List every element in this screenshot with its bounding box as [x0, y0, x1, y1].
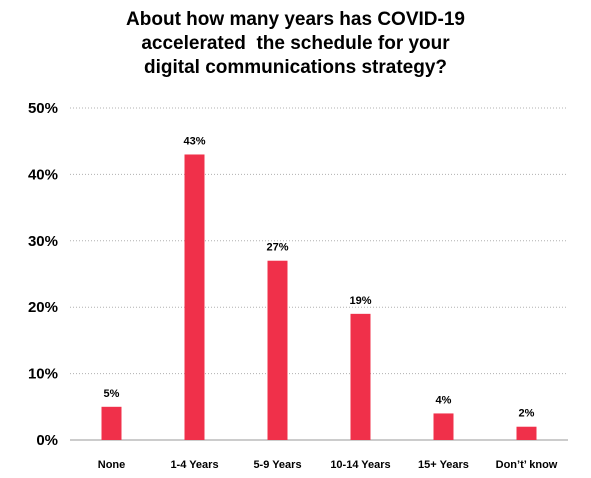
x-tick-label-5: Don’t’ know	[496, 459, 558, 471]
y-tick-label-50: 50%	[28, 100, 58, 117]
chart-title-line-2: accelerated the schedule for your	[141, 33, 450, 54]
x-tick-label-1: 1-4 Years	[170, 459, 218, 471]
y-tick-label-0: 0%	[36, 432, 58, 449]
y-tick-label-40: 40%	[28, 166, 58, 183]
data-label-4: 4%	[436, 394, 452, 406]
y-tick-label-10: 10%	[28, 366, 58, 383]
bar-3	[350, 313, 371, 440]
x-tick-label-0: None	[98, 459, 126, 471]
data-label-2: 27%	[266, 242, 288, 254]
data-label-3: 19%	[349, 295, 371, 307]
data-label-1: 43%	[183, 135, 205, 147]
y-tick-label-20: 20%	[28, 299, 58, 316]
y-tick-label-30: 30%	[28, 233, 58, 250]
data-label-5: 2%	[519, 408, 535, 420]
bar-0	[101, 406, 122, 440]
chart-title-line-1: About how many years has COVID-19	[126, 9, 465, 30]
data-label-0: 5%	[104, 388, 120, 400]
chart-title: About how many years has COVID-19 accele…	[40, 8, 551, 80]
bar-2	[267, 260, 288, 440]
bar-1	[184, 154, 205, 441]
bar-5	[516, 426, 537, 440]
bar-4	[433, 413, 454, 440]
x-tick-label-4: 15+ Years	[418, 459, 469, 471]
x-tick-label-2: 5-9 Years	[253, 459, 301, 471]
x-tick-label-3: 10-14 Years	[330, 459, 390, 471]
chart-title-line-3: digital communications strategy?	[144, 57, 447, 78]
